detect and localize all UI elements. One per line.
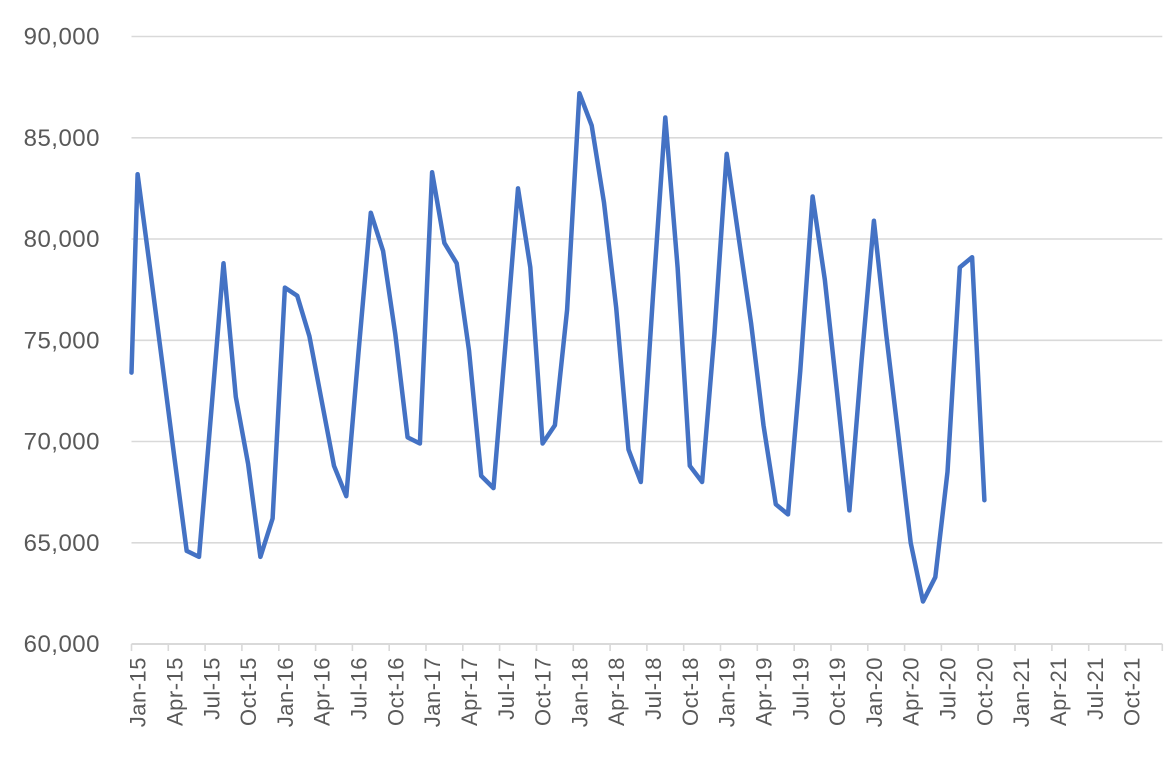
x-axis-label: Apr-16 (310, 657, 335, 726)
x-axis-label: Oct-18 (678, 657, 703, 726)
x-axis-label: Oct-16 (383, 657, 408, 726)
x-axis-label: Jul-21 (1083, 657, 1108, 720)
x-axis-label: Apr-15 (162, 657, 187, 726)
x-axis-label: Jul-17 (494, 657, 519, 720)
x-axis-label: Jan-16 (273, 657, 298, 727)
x-axis-label: Oct-17 (531, 657, 556, 726)
x-axis-label: Jan-15 (126, 657, 151, 727)
y-axis-label: 85,000 (24, 125, 100, 152)
x-axis-label: Jan-17 (420, 657, 445, 727)
x-axis-label: Jan-20 (862, 657, 887, 727)
x-axis-label: Apr-20 (899, 657, 924, 726)
x-axis-label: Apr-21 (1046, 657, 1071, 726)
x-axis-label: Apr-17 (457, 657, 482, 726)
x-axis-label: Oct-15 (236, 657, 261, 726)
x-axis-label: Jul-18 (641, 657, 666, 720)
gridlines-group (131, 35, 1163, 544)
x-axis-label: Jan-19 (715, 657, 740, 727)
series-group (129, 90, 987, 604)
x-axis-label: Apr-18 (604, 657, 629, 726)
x-axis-label: Oct-21 (1120, 657, 1145, 726)
y-axis-label: 70,000 (24, 429, 100, 456)
y-axis-labels-group: 60,000 65,000 70,000 75,000 80,000 85,000 90,0… (24, 24, 100, 659)
data-series-line (129, 90, 987, 604)
x-axis-label: Jan-21 (1009, 657, 1034, 727)
x-axis-label: Jan-18 (567, 657, 592, 727)
x-axis-label: Apr-19 (752, 657, 777, 726)
x-axis-group (130, 643, 1164, 651)
y-axis-label: 65,000 (24, 530, 100, 557)
y-axis-label: 80,000 (24, 226, 100, 253)
x-axis-label: Jul-20 (936, 657, 961, 720)
x-axis-labels-group: Jan-15 Apr-15 Jul-15 Oct-15 Jan-16 Apr-16 Jul-… (126, 657, 1145, 727)
x-axis-label: Jul-15 (199, 657, 224, 720)
x-axis-label: Jul-16 (347, 657, 372, 720)
y-axis-label: 75,000 (24, 327, 100, 354)
x-axis-label: Jul-19 (788, 657, 813, 720)
y-axis-label: 90,000 (24, 24, 100, 51)
x-axis-label: Oct-20 (972, 657, 997, 726)
y-axis-label: 60,000 (24, 631, 100, 658)
x-axis-label: Oct-19 (825, 657, 850, 726)
